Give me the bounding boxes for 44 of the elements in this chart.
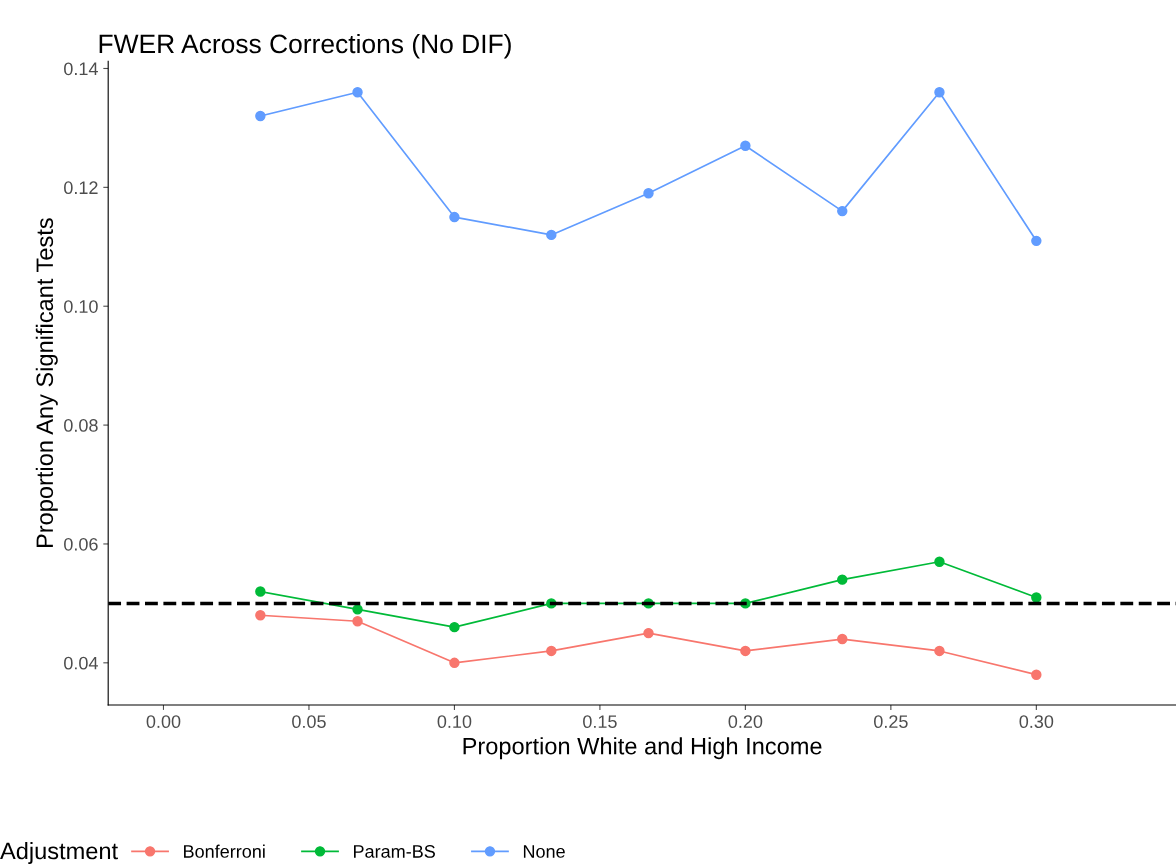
- y-tick-label: 0.06: [64, 537, 98, 551]
- y-tick-label: 0.14: [64, 62, 98, 76]
- x-tick-label: 0.30: [1019, 715, 1054, 729]
- point: [740, 140, 751, 151]
- y-tick-label: 0.04: [64, 656, 98, 670]
- point: [837, 633, 848, 645]
- point: [1031, 669, 1042, 680]
- point: [643, 627, 654, 639]
- x-tick-label: 0.25: [874, 715, 908, 729]
- point: [1031, 592, 1042, 603]
- x-tick-label: 0.00: [146, 715, 181, 729]
- point: [934, 87, 945, 98]
- x-tick-label: 0.05: [292, 715, 326, 729]
- point: [352, 87, 363, 98]
- point: [352, 616, 363, 627]
- legend-label: Param-BS: [354, 845, 435, 858]
- point: [449, 657, 460, 669]
- legend-label: Bonferroni: [184, 844, 265, 858]
- point: [837, 205, 848, 217]
- point: [255, 610, 266, 621]
- y-axis-title: Proportion Any Significant Tests: [35, 218, 58, 548]
- point: [643, 188, 654, 199]
- point: [449, 621, 460, 633]
- point: [740, 645, 751, 657]
- point: [255, 110, 266, 122]
- legend-label: None: [523, 845, 565, 858]
- point: [934, 556, 945, 567]
- point: [837, 574, 848, 585]
- point: [934, 645, 945, 657]
- point: [352, 604, 363, 615]
- y-tick-label: 0.10: [64, 300, 98, 313]
- y-tick-label: 0.12: [64, 181, 98, 195]
- point: [546, 645, 557, 657]
- legend-title: Adjustment: [0, 841, 118, 864]
- y-tick-label: 0.08: [64, 419, 98, 432]
- x-tick-label: 0.20: [728, 715, 763, 729]
- x-tick-label: 0.10: [437, 715, 472, 729]
- x-tick-label: 0.15: [583, 715, 617, 729]
- x-axis-title: Proportion White and High Income: [463, 737, 822, 760]
- point: [546, 229, 557, 241]
- chart-title: FWER Across Corrections (No DIF): [99, 33, 511, 59]
- point: [449, 211, 460, 223]
- point: [255, 586, 266, 597]
- point: [1031, 235, 1042, 247]
